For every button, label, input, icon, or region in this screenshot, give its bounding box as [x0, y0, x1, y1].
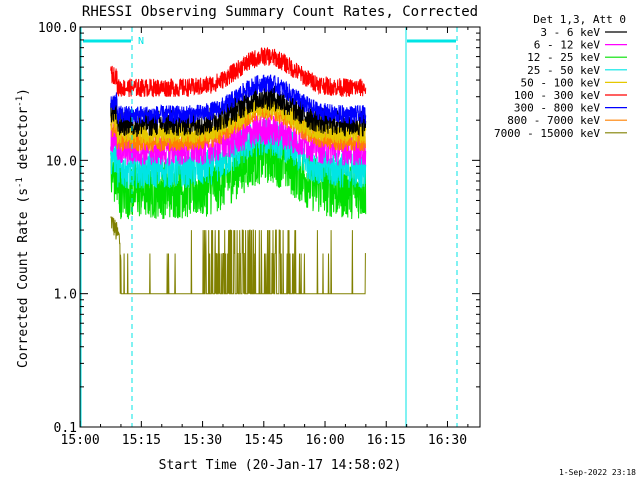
- legend-label-4: 50 - 100 keV: [521, 76, 601, 89]
- series-line-6: [110, 74, 367, 125]
- x-axis-label: Start Time (20-Jan-17 14:58:02): [159, 458, 402, 473]
- x-tick-label-4: 16:00: [305, 433, 344, 448]
- series-layer: [110, 47, 367, 295]
- x-tick-label-3: 15:45: [244, 433, 283, 448]
- y-label-sup2: -1: [15, 96, 25, 107]
- chart-title: RHESSI Observing Summary Count Rates, Co…: [82, 4, 478, 20]
- y-axis-label: Corrected Count Rate (s-1 detector-1): [15, 88, 31, 368]
- y-tick-label-0: 100.0: [38, 21, 77, 36]
- x-tick-label-6: 16:30: [428, 433, 467, 448]
- x-tick-label-0: 15:00: [61, 433, 100, 448]
- x-tick-label-1: 15:15: [122, 433, 161, 448]
- y-label-main: Corrected Count Rate (s: [16, 188, 31, 368]
- x-tick-label-2: 15:30: [183, 433, 222, 448]
- marker-layer: N: [80, 27, 458, 427]
- timestamp: 1-Sep-2022 23:18: [559, 468, 636, 477]
- y-tick-label-3: 0.1: [54, 421, 77, 436]
- x-tick-label-5: 16:15: [367, 433, 406, 448]
- legend-label-0: 3 - 6 keV: [540, 26, 600, 39]
- legend-label-6: 300 - 800 keV: [514, 102, 600, 115]
- series-line-2: [110, 125, 367, 220]
- y-label-end: ): [16, 88, 31, 96]
- legend-label-3: 25 - 50 keV: [527, 64, 600, 77]
- legend-label-5: 100 - 300 keV: [514, 89, 600, 102]
- x-axis: 15:00 15:15 15:30 15:45 16:00 16:15 16:30: [61, 27, 469, 448]
- plot-frame: [79, 26, 481, 428]
- night-marker: N: [138, 36, 144, 47]
- y-label-mid: detector: [16, 107, 31, 178]
- y-tick-label-1: 10.0: [46, 154, 77, 169]
- legend-label-8: 7000 - 15000 keV: [494, 127, 600, 140]
- series-line-7: [110, 99, 366, 153]
- y-axis: 100.0 10.0 1.0 0.1: [38, 21, 480, 436]
- legend-label-1: 6 - 12 keV: [534, 39, 601, 52]
- series-line-5: [110, 47, 367, 98]
- legend-label-7: 800 - 7000 keV: [507, 114, 600, 127]
- y-label-sup1: -1: [15, 177, 25, 188]
- y-tick-label-2: 1.0: [54, 288, 77, 303]
- legend-header: Det 1,3, Att 0: [533, 13, 626, 26]
- series-line-8: [110, 216, 366, 295]
- series-line-0: [110, 84, 367, 138]
- legend-label-2: 12 - 25 keV: [527, 51, 600, 64]
